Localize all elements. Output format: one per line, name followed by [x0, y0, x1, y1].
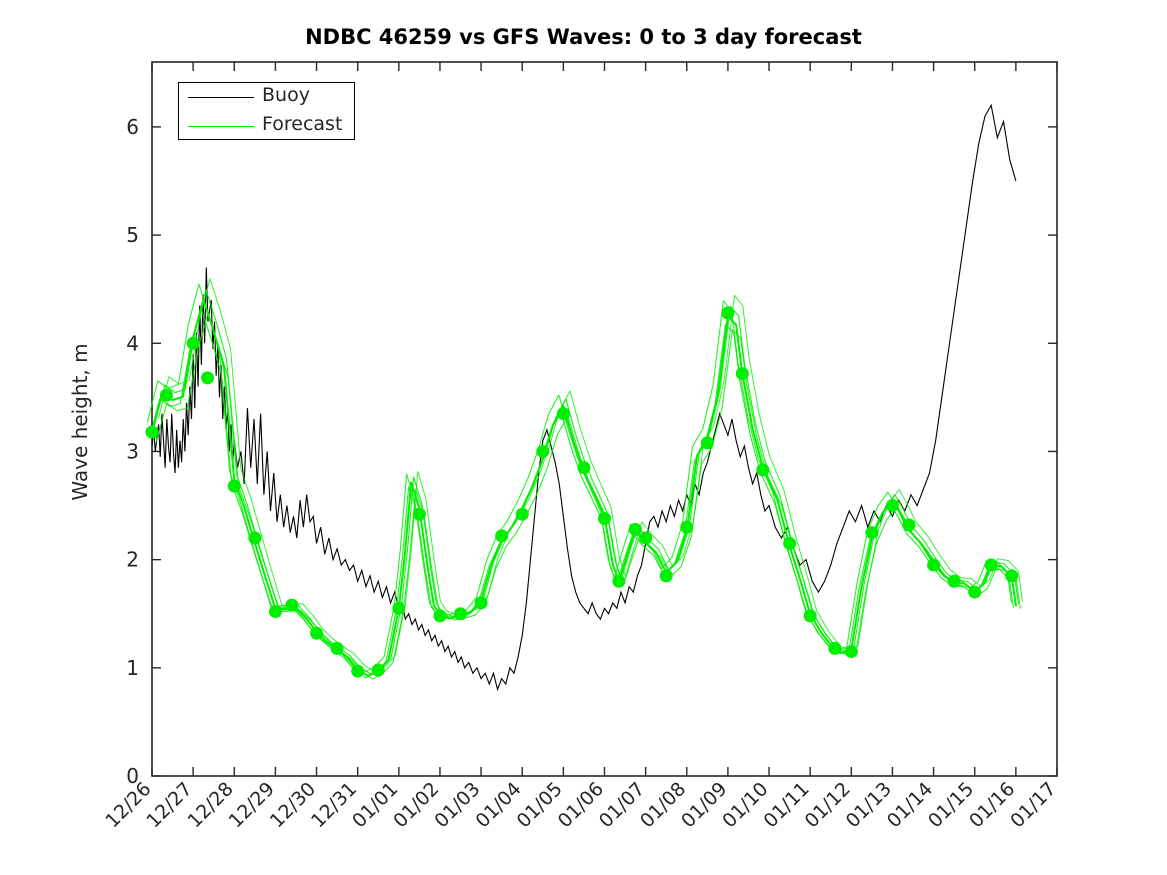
axis-frame — [151, 61, 1058, 777]
svg-text:0: 0 — [126, 764, 139, 788]
svg-text:01/17: 01/17 — [1006, 778, 1060, 832]
svg-text:01/14: 01/14 — [883, 778, 937, 832]
svg-text:5: 5 — [126, 223, 139, 247]
svg-text:12/28: 12/28 — [184, 778, 238, 832]
chart-legend: Buoy Forecast — [178, 82, 355, 140]
legend-row-buoy: Buoy — [179, 83, 354, 112]
legend-swatch-buoy — [188, 97, 254, 98]
y-tick-labels: 0 1 2 3 4 5 6 — [126, 115, 139, 788]
svg-text:12/30: 12/30 — [266, 778, 320, 832]
svg-text:01/15: 01/15 — [924, 778, 978, 832]
svg-text:01/09: 01/09 — [677, 778, 731, 832]
svg-text:01/11: 01/11 — [759, 778, 813, 832]
svg-text:1: 1 — [126, 656, 139, 680]
chart-title: NDBC 46259 vs GFS Waves: 0 to 3 day fore… — [305, 25, 862, 49]
svg-text:12/29: 12/29 — [225, 778, 279, 832]
svg-text:01/03: 01/03 — [430, 778, 484, 832]
svg-text:01/13: 01/13 — [842, 778, 896, 832]
svg-text:01/10: 01/10 — [718, 778, 772, 832]
svg-text:6: 6 — [126, 115, 139, 139]
svg-text:2: 2 — [126, 548, 139, 572]
svg-text:12/31: 12/31 — [307, 778, 361, 832]
svg-text:3: 3 — [126, 439, 139, 463]
legend-label-buoy: Buoy — [262, 84, 310, 106]
svg-text:01/12: 01/12 — [801, 778, 855, 832]
svg-text:12/27: 12/27 — [142, 778, 196, 832]
svg-text:01/02: 01/02 — [389, 778, 443, 832]
legend-row-forecast: Forecast — [179, 112, 354, 141]
svg-text:01/04: 01/04 — [471, 778, 525, 832]
data-series-layer — [146, 103, 1023, 692]
x-tick-labels: 12/2612/2712/2812/2912/3012/3101/0101/02… — [101, 778, 1060, 832]
svg-text:01/06: 01/06 — [554, 778, 608, 832]
svg-text:01/08: 01/08 — [636, 778, 690, 832]
svg-text:01/16: 01/16 — [965, 778, 1019, 832]
legend-swatch-forecast — [188, 126, 254, 127]
svg-text:4: 4 — [126, 331, 139, 355]
svg-text:01/05: 01/05 — [513, 778, 567, 832]
svg-text:01/07: 01/07 — [595, 778, 649, 832]
forecast-marker-layer — [145, 306, 1019, 678]
svg-text:01/01: 01/01 — [348, 778, 402, 832]
legend-label-forecast: Forecast — [262, 113, 343, 135]
